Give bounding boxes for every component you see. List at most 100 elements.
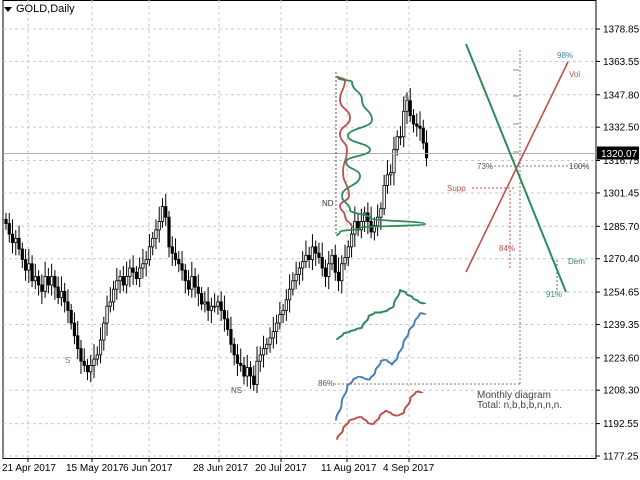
candle-body — [291, 280, 295, 290]
candle-body — [37, 276, 41, 286]
candle-body — [343, 257, 347, 265]
candle-body — [268, 337, 272, 345]
candle-body — [128, 267, 132, 277]
candle-body — [421, 127, 425, 144]
candle-body — [346, 246, 350, 258]
candle-body — [239, 362, 243, 366]
candle-body — [395, 136, 399, 150]
candle-body — [314, 246, 318, 254]
candle-body — [248, 367, 253, 377]
candle-body — [177, 259, 181, 265]
candle-body — [131, 267, 135, 273]
candle-body — [301, 261, 305, 269]
s-label-1: S — [65, 356, 70, 365]
volume-profile-red — [336, 75, 353, 229]
price-tick-label: 1223.60 — [603, 353, 640, 364]
candle-body — [255, 360, 259, 385]
candle-body — [261, 348, 266, 356]
candle-body — [284, 299, 288, 311]
candle-body — [125, 276, 129, 286]
monthly-diagram-title: Monthly diagram — [477, 390, 551, 401]
candle-body — [199, 293, 204, 305]
candle-body — [258, 354, 262, 362]
candle-body — [63, 290, 67, 303]
candle-body — [297, 267, 302, 275]
candle-body — [356, 221, 360, 231]
candle-body — [405, 100, 409, 112]
price-tick-label: 1316.75 — [603, 156, 640, 167]
candle-body — [69, 309, 73, 324]
candle-body — [144, 259, 148, 265]
candle-body — [82, 360, 86, 366]
ns-label: NS — [231, 386, 242, 395]
candle-body — [418, 125, 422, 129]
candle-body — [359, 221, 363, 231]
candle-body — [111, 288, 116, 303]
candle-body — [389, 172, 393, 176]
candle-body — [209, 305, 213, 311]
candle-body — [4, 218, 8, 224]
candle-body — [330, 254, 334, 265]
candle-body — [108, 301, 112, 307]
candle-body — [278, 314, 282, 324]
candle-body — [134, 271, 138, 280]
candle-body — [167, 216, 171, 248]
candle-body — [271, 331, 275, 339]
candle-body — [92, 358, 96, 366]
candle-body — [95, 354, 99, 360]
candle-body — [40, 284, 44, 292]
grid — [2, 0, 597, 459]
candle-body — [408, 100, 412, 116]
candle-body — [252, 375, 256, 385]
candle-body — [382, 185, 386, 210]
price-tick-label: 1192.55 — [603, 419, 639, 430]
candle-body — [30, 263, 34, 282]
candle-body — [392, 149, 396, 174]
candle-body — [216, 301, 220, 307]
current-price-box — [597, 146, 639, 160]
candle-body — [288, 288, 292, 301]
candle-body — [53, 276, 57, 288]
candle-body — [424, 142, 429, 159]
candle-body — [79, 348, 83, 362]
candle-body — [76, 335, 80, 349]
candle-body — [203, 301, 207, 305]
candle-body — [27, 263, 31, 271]
candle-body — [89, 365, 93, 373]
candle-body — [304, 254, 308, 263]
candle-body — [56, 286, 60, 299]
candle-body — [415, 123, 419, 127]
monthly-curve-red — [336, 390, 424, 440]
candle-body — [213, 305, 217, 308]
candle-body — [72, 322, 77, 337]
plot-frame — [2, 0, 597, 459]
price-tick-label: 1332.50 — [603, 123, 640, 134]
monthly-diagram-total: Total: n,b,b,b,n,n,n. — [477, 400, 562, 411]
price-tick-label: 1285.70 — [603, 222, 640, 233]
candle-body — [340, 263, 344, 282]
candle-body — [59, 290, 64, 299]
axes: 1378.85 1363.55 1347.80 1332.50 1316.75 1301.… — [2, 25, 640, 475]
candle-body — [138, 267, 142, 280]
overlay: ND NS S S 73% 100% 84% 91% 98% 86% Supp Dem Vol Month… — [3, 43, 596, 440]
candle-body — [379, 208, 383, 218]
candle-body — [33, 276, 37, 282]
chart-title[interactable]: GOLD,Daily — [4, 3, 75, 15]
candle-body — [193, 276, 197, 288]
candle-body — [274, 322, 279, 332]
candle-body — [372, 225, 376, 233]
candle-body — [20, 248, 24, 260]
candle-body — [183, 269, 187, 282]
candle-body — [229, 329, 233, 345]
time-tick-label: 21 Apr 2017 — [2, 463, 56, 474]
candle-body — [43, 276, 47, 292]
time-tick-label: 4 Sep 2017 — [383, 463, 435, 474]
dropdown-triangle-icon[interactable] — [4, 6, 12, 12]
candle-body — [242, 365, 246, 377]
candle-body — [141, 263, 145, 269]
candle-body — [323, 267, 328, 277]
volume-profile-green — [336, 77, 426, 237]
pct-98-label: 98% — [557, 51, 573, 60]
